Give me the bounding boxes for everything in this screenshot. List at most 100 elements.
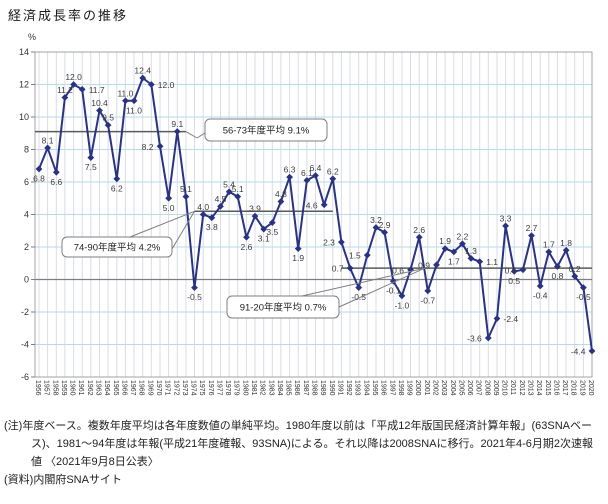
svg-text:2001: 2001	[423, 380, 430, 396]
svg-text:1998: 1998	[397, 380, 404, 396]
svg-text:1991: 1991	[336, 380, 343, 396]
annotation-label: 91-20年度平均 0.7%	[240, 302, 327, 314]
svg-text:11.7: 11.7	[89, 85, 105, 95]
svg-text:1977: 1977	[216, 380, 223, 396]
svg-text:2010: 2010	[501, 380, 508, 396]
data-labels: 6.8 8.1 6.6 11.2 12.0 11.7 7.5 10.4 9.5 6.2 11.0 11…	[33, 66, 591, 357]
svg-text:4.6: 4.6	[306, 200, 318, 210]
svg-text:0.7: 0.7	[332, 264, 344, 274]
svg-text:1962: 1962	[86, 380, 93, 396]
svg-text:2.7: 2.7	[526, 223, 538, 233]
svg-text:1983: 1983	[267, 380, 274, 396]
svg-text:1979: 1979	[233, 380, 240, 396]
svg-text:1.9: 1.9	[439, 236, 451, 246]
svg-text:1.3: 1.3	[465, 246, 477, 256]
svg-text:2014: 2014	[535, 380, 542, 396]
svg-text:2.9: 2.9	[379, 220, 391, 230]
chart-title: 経済成長率の推移	[8, 8, 129, 23]
svg-text:10: 10	[19, 112, 29, 122]
svg-text:1986: 1986	[293, 380, 300, 396]
svg-text:1958: 1958	[51, 380, 58, 396]
svg-text:0.9: 0.9	[418, 260, 430, 270]
svg-text:-1.0: -1.0	[395, 300, 410, 310]
svg-text:-0.5: -0.5	[576, 292, 591, 302]
svg-text:1974: 1974	[190, 380, 197, 396]
svg-text:1993: 1993	[354, 380, 361, 396]
svg-text:0.2: 0.2	[569, 264, 581, 274]
x-axis-labels: 1956 1957 1958 1959 1960 1961 1962 1963 1964 1965…	[34, 380, 594, 396]
svg-text:6.6: 6.6	[50, 177, 62, 187]
svg-text:-0.1: -0.1	[386, 286, 401, 296]
svg-text:2004: 2004	[449, 380, 456, 396]
svg-text:2003: 2003	[440, 380, 447, 396]
svg-text:1.1: 1.1	[486, 257, 498, 267]
chart-notes: (注)年度ベース。複数年度平均は各年度数値の単純平均。1980年度以前は「平成1…	[0, 416, 608, 490]
svg-text:3.9: 3.9	[249, 204, 261, 214]
svg-text:9.1: 9.1	[171, 119, 183, 129]
annotation-box	[226, 295, 340, 319]
svg-text:6.2: 6.2	[327, 166, 339, 176]
svg-text:10.4: 10.4	[91, 98, 108, 108]
svg-text:12.0: 12.0	[65, 72, 82, 82]
svg-text:8.2: 8.2	[142, 142, 154, 152]
source-text: (資料)内閣府SNAサイト	[4, 474, 122, 487]
svg-text:-0.5: -0.5	[187, 292, 202, 302]
svg-text:1966: 1966	[120, 380, 127, 396]
svg-text:1997: 1997	[388, 380, 395, 396]
svg-text:6: 6	[24, 177, 29, 187]
svg-text:1990: 1990	[328, 380, 335, 396]
svg-text:6.1: 6.1	[301, 168, 313, 178]
annotation-box	[61, 236, 173, 258]
svg-text:0: 0	[24, 275, 29, 285]
svg-text:4.0: 4.0	[197, 202, 209, 212]
svg-text:2002: 2002	[432, 380, 439, 396]
svg-text:-2.4: -2.4	[504, 314, 519, 324]
svg-text:1994: 1994	[362, 380, 369, 396]
svg-text:1960: 1960	[69, 380, 76, 396]
svg-text:9.5: 9.5	[102, 113, 114, 123]
svg-text:2005: 2005	[457, 380, 464, 396]
svg-text:1987: 1987	[302, 380, 309, 396]
svg-text:-4.4: -4.4	[571, 347, 586, 357]
svg-text:1969: 1969	[146, 380, 153, 396]
data-points	[35, 74, 596, 355]
svg-text:1992: 1992	[345, 380, 352, 396]
svg-text:6.4: 6.4	[310, 163, 322, 173]
svg-text:2.3: 2.3	[323, 238, 335, 248]
svg-text:4: 4	[24, 210, 29, 220]
svg-text:1999: 1999	[406, 380, 413, 396]
svg-text:4.8: 4.8	[275, 189, 287, 199]
svg-text:1980: 1980	[241, 380, 248, 396]
y-axis-labels: % -6 -4 -2 0 2 4 6 8 10 12 14	[19, 32, 36, 382]
svg-text:1967: 1967	[129, 380, 136, 396]
svg-text:2011: 2011	[509, 380, 516, 395]
svg-text:3.3: 3.3	[500, 213, 512, 223]
svg-text:1985: 1985	[285, 380, 292, 396]
line-chart: % -6 -4 -2 0 2 4 6 8 10 12 14 1956 1957 1958 1959 1960 19…	[0, 24, 608, 416]
y-axis-unit: %	[28, 32, 36, 42]
svg-text:2000: 2000	[414, 380, 421, 396]
svg-text:-0.7: -0.7	[420, 295, 435, 305]
svg-text:1961: 1961	[77, 380, 84, 396]
annotation-label: 74-90年度平均 4.2%	[74, 242, 161, 254]
svg-text:7.5: 7.5	[85, 162, 97, 172]
svg-text:-4: -4	[21, 340, 29, 350]
svg-text:-2: -2	[21, 307, 29, 317]
svg-text:1989: 1989	[319, 380, 326, 396]
svg-text:0.6: 0.6	[392, 265, 404, 275]
svg-text:3.2: 3.2	[370, 215, 382, 225]
svg-text:2018: 2018	[570, 380, 577, 396]
svg-text:6.3: 6.3	[284, 165, 296, 175]
svg-text:8: 8	[24, 145, 29, 155]
svg-text:6.8: 6.8	[33, 174, 45, 184]
annotation-box	[204, 118, 328, 142]
annotation-label: 56-73年度平均 9.1%	[223, 125, 310, 137]
svg-text:1981: 1981	[250, 380, 257, 396]
svg-text:-0.5: -0.5	[351, 292, 366, 302]
svg-text:5.4: 5.4	[223, 179, 235, 189]
svg-text:2016: 2016	[552, 380, 559, 396]
svg-text:1964: 1964	[103, 380, 110, 396]
svg-text:1965: 1965	[112, 380, 119, 396]
svg-text:1976: 1976	[207, 380, 214, 396]
svg-text:1973: 1973	[181, 380, 188, 396]
